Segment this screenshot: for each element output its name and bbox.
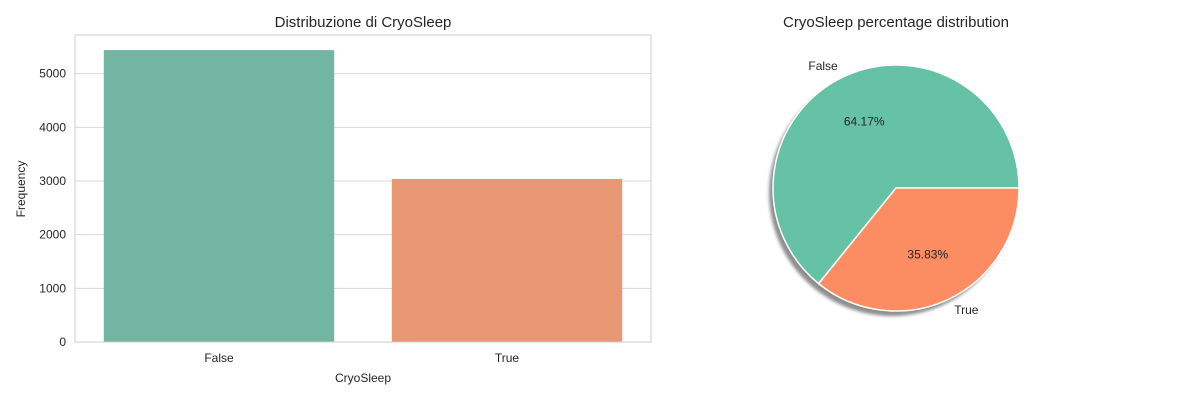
bar-chart-y-axis-label: Frequency	[14, 161, 28, 218]
pie-percentage-label: 64.17%	[844, 114, 885, 128]
bar-chart-x-ticks: False True	[204, 351, 519, 365]
pie-category-label: False	[808, 59, 838, 73]
bar-chart-x-tick-label: False	[204, 351, 234, 365]
pie-chart-title: CryoSleep percentage distribution	[783, 14, 1009, 31]
bar-chart-x-axis-label: CryoSleep	[335, 371, 391, 385]
bar-chart-y-tick-label: 5000	[39, 67, 66, 81]
pie-chart-panel: CryoSleep percentage distribution False 6…	[769, 14, 1020, 317]
bar-chart-y-tick-label: 3000	[39, 174, 66, 188]
bar-false	[103, 50, 335, 343]
pie-chart-slices	[772, 64, 1020, 312]
bar-chart-panel: Distribuzione di CryoSleep 0 1000 2000 3000…	[14, 14, 652, 385]
bar-chart-y-ticks: 0 1000 2000 3000 4000 5000	[39, 67, 66, 349]
pie-category-label: True	[954, 303, 979, 317]
bar-true	[391, 179, 623, 342]
bar-chart-bars	[103, 50, 623, 343]
pie-percentage-label: 35.83%	[907, 248, 948, 262]
bar-chart-title: Distribuzione di CryoSleep	[275, 14, 452, 31]
bar-chart-frame	[74, 34, 652, 343]
bar-chart-y-tick-label: 4000	[39, 120, 66, 134]
bar-chart-y-tick-label: 1000	[39, 281, 66, 295]
pie-slice-false	[772, 64, 1020, 285]
pie-slice-true	[817, 187, 1020, 312]
bar-chart-y-tick-label: 0	[59, 335, 66, 349]
bar-chart-y-tick-label: 2000	[39, 228, 66, 242]
bar-chart-x-tick-label: True	[495, 351, 520, 365]
pie-chart-labels: False 64.17% True 35.83%	[808, 59, 978, 317]
